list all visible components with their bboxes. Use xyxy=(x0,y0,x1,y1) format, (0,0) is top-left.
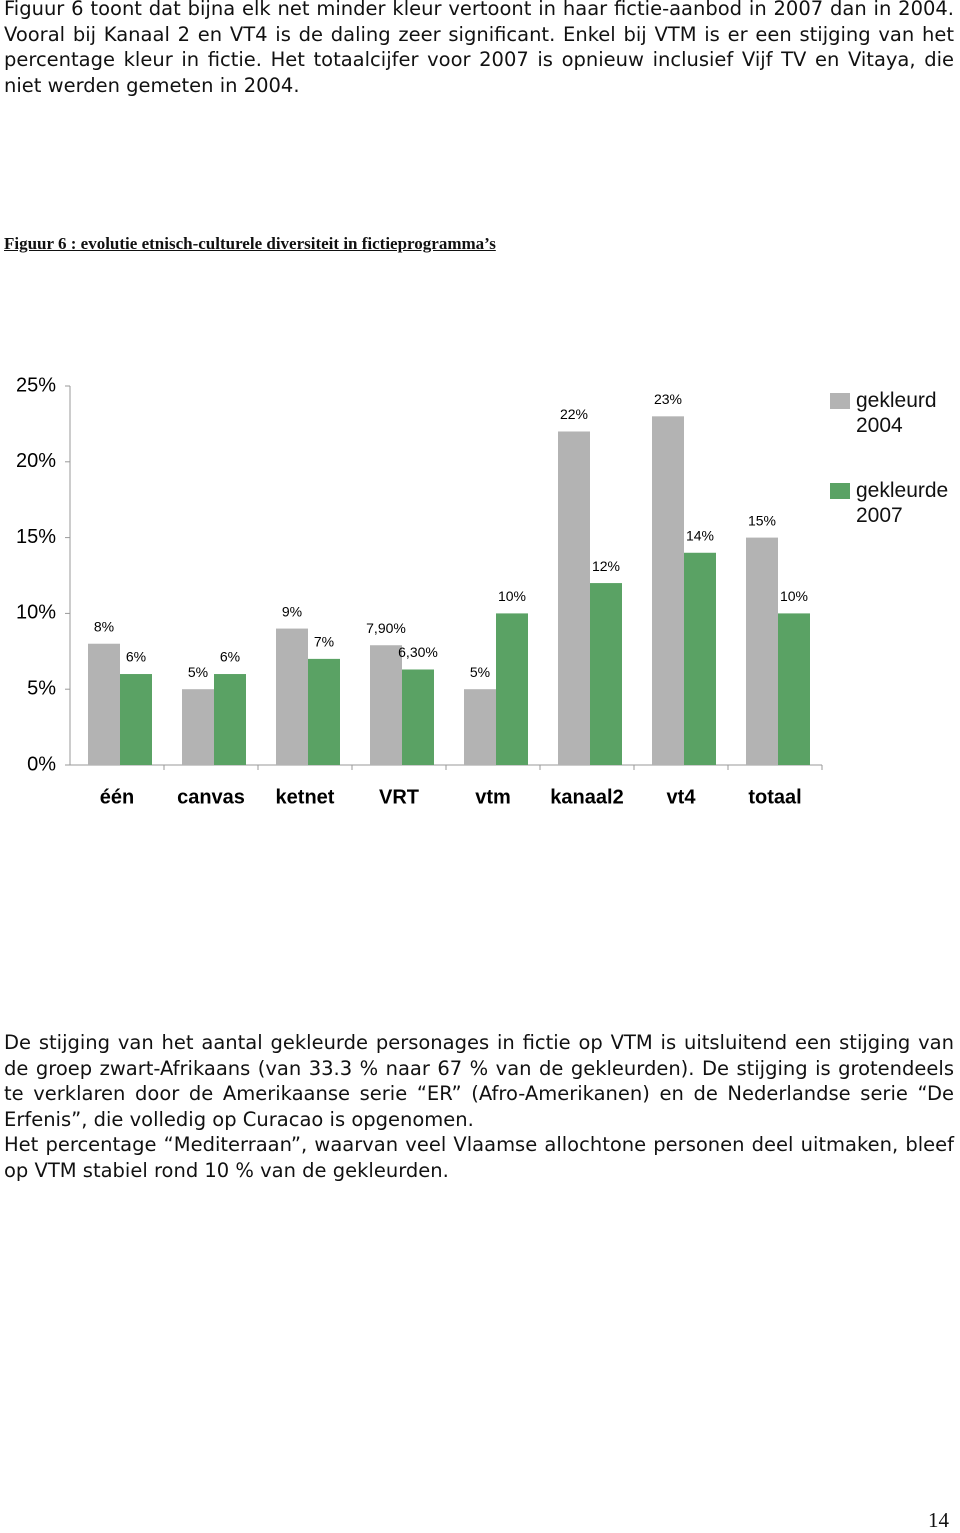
chart: 0% 5% 10% 15% 20% 25% één 8% 6% canvas 5% 6% ketnet 9… xyxy=(16,374,850,808)
y-tick-label: 10% xyxy=(16,602,56,624)
value-label: 7% xyxy=(314,634,334,650)
body: De stijging van het aantal gekleurde per… xyxy=(4,1030,954,1184)
bar xyxy=(746,537,778,765)
value-label: 22% xyxy=(560,406,588,422)
bar xyxy=(684,552,716,765)
page-number: 14 xyxy=(928,1508,949,1532)
legend-label: gekleurd 2004 xyxy=(856,389,937,437)
bar xyxy=(276,628,308,765)
value-label: 6,30% xyxy=(398,644,438,660)
x-tick-label: VRT xyxy=(379,786,419,808)
paragraph: De stijging van het aantal gekleurde per… xyxy=(4,1031,954,1131)
bar xyxy=(88,643,120,765)
y-tick-label: 5% xyxy=(27,677,56,699)
value-label: 9% xyxy=(282,603,302,619)
value-label: 6% xyxy=(220,649,240,665)
bar xyxy=(120,674,152,765)
value-label: 15% xyxy=(748,512,776,528)
bar xyxy=(590,583,622,765)
figure-caption: Figuur 6 : evolutie etnisch-culturele di… xyxy=(4,234,496,253)
x-tick-label: canvas xyxy=(177,786,245,808)
x-tick-label: één xyxy=(100,786,134,808)
legend-swatch xyxy=(830,483,850,499)
bar xyxy=(652,416,684,765)
value-label: 5% xyxy=(188,664,208,680)
y-tick-label: 25% xyxy=(16,374,56,396)
y-tick-label: 0% xyxy=(27,753,56,775)
value-label: 6% xyxy=(126,649,146,665)
x-tick-label: totaal xyxy=(748,786,801,808)
bar xyxy=(308,658,340,765)
y-tick-label: 15% xyxy=(16,526,56,548)
value-label: 7,90% xyxy=(366,620,406,636)
bar xyxy=(496,613,528,765)
value-label: 5% xyxy=(470,664,490,680)
x-tick-label: vt4 xyxy=(667,786,697,808)
value-label: 12% xyxy=(592,558,620,574)
bar xyxy=(402,669,434,765)
intro: Figuur 6 toont dat bijna elk net minder … xyxy=(4,0,954,97)
paragraph: Het percentage “Mediterraan”, waarvan ve… xyxy=(4,1133,954,1182)
x-tick-label: kanaal2 xyxy=(550,786,623,808)
bar xyxy=(182,689,214,765)
bar xyxy=(464,689,496,765)
legend-label: gekleurde 2007 xyxy=(856,479,949,527)
legend-swatch xyxy=(830,393,850,409)
value-label: 10% xyxy=(498,588,526,604)
x-tick-label: ketnet xyxy=(276,786,335,808)
bar xyxy=(558,431,590,765)
bar xyxy=(370,645,402,765)
value-label: 10% xyxy=(780,588,808,604)
value-label: 23% xyxy=(654,391,682,407)
x-tick-label: vtm xyxy=(475,786,511,808)
value-label: 8% xyxy=(94,618,114,634)
y-tick-label: 20% xyxy=(16,450,56,472)
bar xyxy=(214,674,246,765)
bar xyxy=(778,613,810,765)
value-label: 14% xyxy=(686,527,714,543)
